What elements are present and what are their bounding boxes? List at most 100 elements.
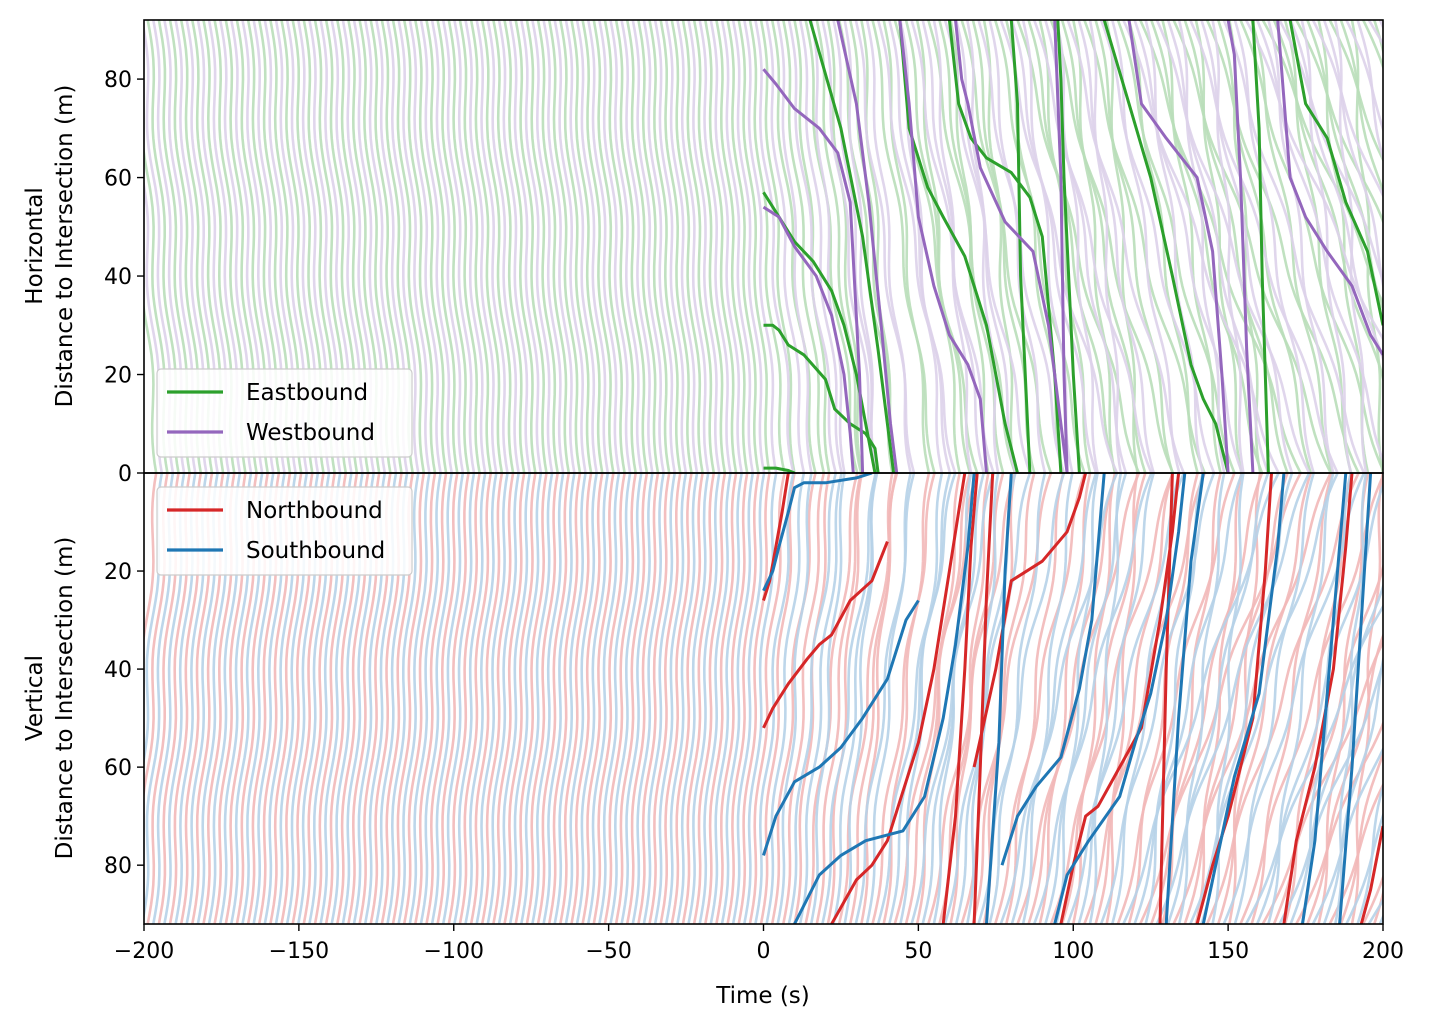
- southbound-background-trajectory: [899, 473, 944, 924]
- southbound-highlighted-trajectory: [1053, 473, 1187, 924]
- northbound-highlighted-trajectory: [1359, 825, 1383, 924]
- westbound-background-trajectory: [508, 20, 543, 473]
- southbound-background-trajectory: [1021, 473, 1074, 924]
- eastbound-highlighted-trajectory: [1009, 20, 1032, 473]
- northbound-background-trajectory: [949, 473, 990, 924]
- southbound-background-trajectory: [642, 473, 676, 924]
- westbound-background-trajectory: [520, 20, 554, 473]
- northbound-highlighted-trajectory: [972, 473, 1088, 768]
- southbound-background-trajectory: [531, 473, 565, 924]
- northbound-background-trajectory: [1094, 473, 1174, 924]
- westbound-background-trajectory: [575, 20, 610, 473]
- westbound-background-trajectory: [865, 20, 912, 473]
- westbound-background-trajectory: [542, 20, 576, 473]
- southbound-background-trajectory: [1189, 473, 1339, 924]
- westbound-background-trajectory: [486, 20, 520, 473]
- eastbound-background-trajectory: [659, 20, 693, 473]
- southbound-background-trajectory: [743, 473, 778, 924]
- eastbound-background-trajectory: [1397, 20, 1431, 473]
- northbound-background-trajectory: [648, 473, 682, 924]
- northbound-background-trajectory: [592, 473, 626, 924]
- northbound-background-trajectory: [1350, 473, 1383, 924]
- legend-label-eastbound: Eastbound: [246, 380, 368, 406]
- westbound-background-trajectory: [1211, 20, 1245, 473]
- eastbound-highlighted-trajectory: [898, 20, 1019, 473]
- southbound-highlighted-trajectory: [985, 473, 1013, 924]
- eastbound-background-trajectory: [748, 20, 786, 473]
- northbound-background-trajectory: [547, 473, 582, 924]
- eastbound-highlighted-trajectory: [1288, 20, 1383, 326]
- westbound-background-trajectory: [664, 20, 699, 473]
- southbound-background-trajectory: [1356, 782, 1383, 924]
- legend-label-northbound: Northbound: [246, 498, 383, 524]
- eastbound-background-trajectory: [536, 20, 571, 473]
- southbound-background-trajectory: [876, 473, 957, 924]
- westbound-background-trajectory: [1099, 20, 1216, 473]
- northbound-background-trajectory: [425, 473, 459, 924]
- northbound-background-trajectory: [503, 473, 537, 924]
- northbound-background-trajectory: [770, 473, 817, 924]
- eastbound-background-trajectory: [1172, 20, 1332, 473]
- y-tick-label-top: 80: [104, 68, 132, 93]
- x-axis-label: Time (s): [715, 983, 810, 1009]
- y-tick-label-bottom: 80: [104, 854, 132, 879]
- westbound-background-trajectory: [999, 20, 1119, 473]
- eastbound-background-trajectory: [1049, 20, 1175, 473]
- westbound-background-trajectory: [1300, 20, 1353, 473]
- southbound-background-trajectory: [397, 473, 431, 924]
- westbound-background-trajectory: [419, 20, 453, 473]
- y-tick-label-bottom: 60: [104, 756, 132, 781]
- westbound-background-trajectory: [497, 20, 532, 473]
- eastbound-background-trajectory: [737, 20, 771, 473]
- northbound-background-trajectory: [860, 473, 894, 924]
- northbound-background-trajectory: [570, 473, 604, 924]
- westbound-background-trajectory: [1233, 20, 1315, 473]
- southbound-background-trajectory: [408, 473, 442, 924]
- eastbound-background-trajectory: [1150, 20, 1264, 473]
- eastbound-background-trajectory: [904, 20, 972, 473]
- westbound-background-trajectory: [1177, 20, 1226, 473]
- westbound-background-trajectory: [653, 20, 688, 473]
- westbound-background-trajectory: [843, 20, 877, 473]
- northbound-background-trajectory: [726, 473, 760, 924]
- southbound-background-trajectory: [475, 473, 509, 924]
- westbound-background-trajectory: [731, 20, 766, 473]
- x-tick-label: −100: [424, 939, 484, 964]
- westbound-background-trajectory: [720, 20, 755, 473]
- eastbound-background-trajectory: [1183, 20, 1289, 473]
- westbound-background-trajectory: [1077, 20, 1155, 473]
- eastbound-background-trajectory: [1216, 20, 1313, 473]
- southbound-background-trajectory: [631, 473, 665, 924]
- eastbound-background-trajectory: [547, 20, 582, 473]
- southbound-background-trajectory: [386, 473, 420, 924]
- northbound-background-trajectory: [492, 473, 526, 924]
- northbound-highlighted-trajectory: [1158, 473, 1174, 924]
- eastbound-background-trajectory: [570, 20, 604, 473]
- northbound-background-trajectory: [704, 473, 738, 924]
- westbound-background-trajectory: [430, 20, 465, 473]
- westbound-background-trajectory: [676, 20, 710, 473]
- northbound-background-trajectory: [614, 473, 649, 924]
- eastbound-background-trajectory: [692, 20, 727, 473]
- southbound-background-trajectory: [586, 473, 621, 924]
- southbound-background-trajectory: [809, 473, 846, 924]
- eastbound-background-trajectory: [1027, 20, 1118, 473]
- eastbound-highlighted-trajectory: [763, 466, 796, 473]
- eastbound-highlighted-trajectory: [1102, 20, 1230, 473]
- eastbound-background-trajectory: [637, 20, 671, 473]
- westbound-background-trajectory: [932, 20, 973, 473]
- eastbound-background-trajectory: [726, 20, 760, 473]
- northbound-background-trajectory: [692, 473, 727, 924]
- southbound-background-trajectory: [564, 473, 598, 924]
- southbound-background-trajectory: [542, 473, 576, 924]
- westbound-background-trajectory: [1189, 20, 1339, 473]
- eastbound-background-trajectory: [1161, 20, 1222, 473]
- westbound-background-trajectory: [464, 20, 498, 473]
- westbound-background-trajectory: [1222, 20, 1366, 473]
- eastbound-background-trajectory: [1386, 20, 1431, 473]
- southbound-background-trajectory: [698, 473, 732, 924]
- y-tick-label-top: 40: [104, 265, 132, 290]
- northbound-background-trajectory: [1386, 473, 1431, 924]
- northbound-background-trajectory: [659, 473, 693, 924]
- southbound-background-trajectory: [720, 473, 755, 924]
